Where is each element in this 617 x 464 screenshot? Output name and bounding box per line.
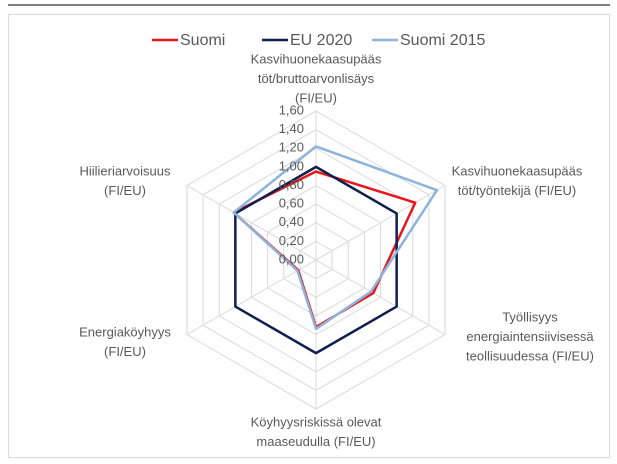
tick-label: 0,00 <box>279 251 304 266</box>
tick-label: 0,60 <box>279 196 304 211</box>
category-label: (FI/EU) <box>104 183 146 198</box>
category-label: energiaintensiivisessä <box>466 329 594 344</box>
tick-label: 1,00 <box>279 158 304 173</box>
spoke <box>315 259 446 335</box>
category-label: Kasvihuonekaasupääs <box>452 163 583 178</box>
category-label: maaseudulla (FI/EU) <box>256 434 375 449</box>
spoke <box>186 259 317 335</box>
category-label: (FI/EU) <box>104 344 146 359</box>
tick-label: 0,20 <box>279 233 304 248</box>
tick-label: 0,40 <box>279 214 304 229</box>
spoke <box>186 185 317 261</box>
spoke <box>315 185 446 261</box>
legend-label: EU 2020 <box>290 32 352 49</box>
category-label: Työllisyys <box>502 309 558 324</box>
tick-label: 0,80 <box>279 177 304 192</box>
category-label: töt/bruttoarvonlisäys <box>258 71 375 86</box>
legend-label: Suomi <box>180 32 225 49</box>
category-label: Hiilieriarvoisuus <box>79 163 171 178</box>
category-label: (FI/EU) <box>295 90 337 105</box>
tick-label: 1,20 <box>279 140 304 155</box>
category-label: Energiaköyhyys <box>79 324 171 339</box>
category-label: teollisuudessa (FI/EU) <box>466 348 594 363</box>
tick-label: 1,40 <box>279 121 304 136</box>
legend-label: Suomi 2015 <box>400 32 485 49</box>
category-label: Kasvihuonekaasupääs <box>251 51 382 66</box>
category-label: Köyhyysriskissä olevat <box>251 414 382 429</box>
series-line <box>232 170 417 329</box>
category-label: töt/työntekijä (FI/EU) <box>458 183 576 198</box>
chart-border <box>8 14 610 458</box>
series-line <box>232 145 439 331</box>
tick-label: 1,60 <box>279 102 304 117</box>
